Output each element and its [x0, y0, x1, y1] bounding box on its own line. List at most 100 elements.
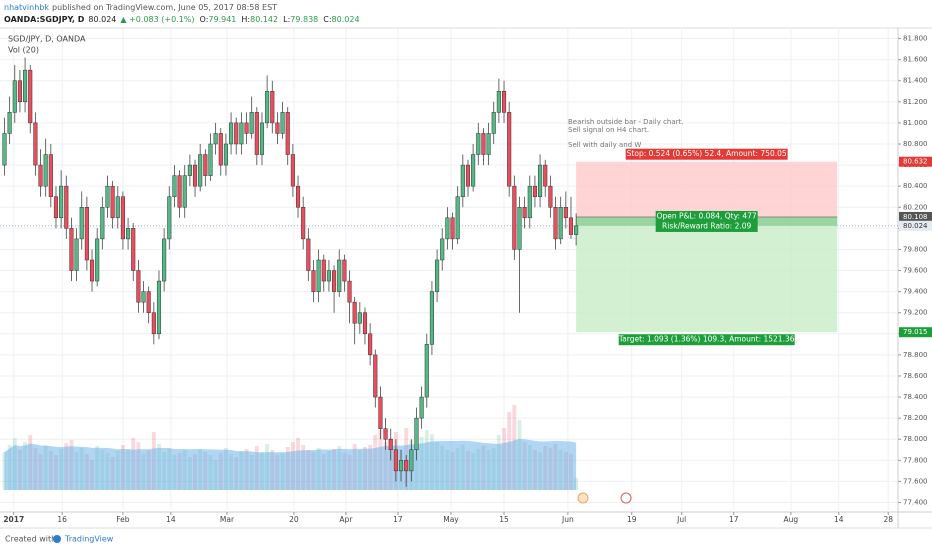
candle-body: [249, 112, 254, 134]
candle-body: [120, 196, 125, 240]
x-tick-label: 19: [627, 515, 637, 524]
candle-body: [481, 133, 486, 155]
candle-body: [563, 207, 568, 219]
candle-body: [574, 225, 579, 235]
y-tick-label: 78.000: [903, 435, 928, 443]
candle-body: [12, 80, 17, 113]
candle-body: [239, 122, 244, 145]
candle-body: [538, 164, 543, 197]
change: ▲ +0.083 (+0.1%): [120, 15, 194, 24]
y-tick-label: 80.400: [903, 182, 928, 190]
candle-body: [316, 259, 321, 292]
event-icon[interactable]: [577, 492, 589, 504]
target-label-box: [618, 334, 795, 346]
price-tag: [899, 156, 932, 167]
candle-body: [223, 143, 228, 166]
candle-body: [558, 207, 563, 240]
y-tick-label: 79.400: [903, 288, 928, 296]
candle-body: [265, 91, 270, 124]
candle-body: [460, 164, 465, 197]
candle-body: [208, 143, 213, 176]
price-tag-label: 80.632: [903, 158, 928, 166]
ohlc-value: 79.838: [290, 15, 318, 24]
y-tick-label: 78.400: [903, 393, 928, 401]
candle-body: [548, 185, 553, 208]
candle-body: [275, 122, 280, 134]
ohlc-value: 79.941: [208, 15, 236, 24]
candle-body: [306, 238, 311, 271]
candle-body: [131, 228, 136, 271]
candle-body: [342, 259, 347, 282]
stop-label-box: [625, 148, 788, 160]
x-tick-label: Apr: [339, 515, 353, 524]
price-tag-label: 79.015: [903, 328, 928, 336]
candle-body: [568, 217, 574, 235]
candle-body: [95, 238, 100, 282]
ratio-label: Risk/Reward Ratio: 2.09: [662, 221, 751, 230]
candle-body: [388, 438, 393, 451]
candle-body: [527, 185, 532, 219]
candle-body: [362, 312, 368, 335]
x-tick-label: 20: [289, 515, 299, 524]
candle-body: [198, 154, 203, 187]
y-tick-label: 78.600: [903, 372, 928, 380]
candle-body: [7, 112, 12, 134]
x-tick-label: 28: [883, 515, 893, 524]
event-icon[interactable]: [620, 492, 632, 504]
entry-label-box: [655, 210, 758, 232]
y-tick-label: 79.800: [903, 245, 928, 253]
footer-brand[interactable]: TradingView: [64, 535, 114, 544]
target-zone: [576, 216, 838, 333]
y-tick-label: 81.200: [903, 98, 928, 106]
y-tick-label: 80.200: [903, 203, 928, 211]
candle-body: [321, 259, 326, 282]
footer-created: Created with: [5, 535, 56, 544]
stop-zone: [576, 161, 838, 217]
y-tick-label: 77.600: [903, 477, 928, 485]
candle-body: [280, 112, 285, 134]
price-tag: [899, 327, 932, 338]
candle-body: [378, 396, 383, 429]
candle-body: [17, 80, 22, 103]
candle-body: [162, 238, 167, 282]
candle-body: [543, 164, 548, 187]
annotation: Sell signal on H4 chart.: [568, 126, 649, 134]
candle-body: [182, 175, 187, 208]
candle-body: [59, 185, 64, 219]
x-tick-label: 16: [57, 515, 67, 524]
candle-body: [48, 154, 53, 197]
candle-body: [414, 417, 419, 451]
ohlc-key: L:: [283, 15, 290, 24]
candle-body: [347, 280, 352, 303]
candle-body: [141, 291, 146, 303]
author[interactable]: nhatvinhbk: [4, 3, 49, 12]
candle-body: [43, 154, 48, 187]
candle-body: [244, 122, 249, 134]
candle-body: [285, 112, 290, 155]
candle-body: [455, 196, 460, 240]
candle-body: [409, 449, 414, 472]
candle-body: [553, 207, 558, 240]
candle-body: [203, 154, 208, 176]
candle-body: [301, 207, 306, 240]
candle-body: [404, 460, 409, 472]
candle-body: [368, 333, 373, 356]
candle-body: [110, 185, 115, 219]
candle-body: [136, 270, 141, 303]
candle-body: [429, 291, 434, 345]
candle-body: [476, 133, 481, 155]
candle-body: [471, 154, 476, 187]
volume-label: Vol (20): [8, 46, 39, 55]
candle-body: [259, 122, 265, 155]
candle-body: [352, 301, 357, 324]
logo: [53, 535, 61, 543]
candle-body: [440, 238, 445, 261]
candle-body: [172, 175, 177, 197]
candle-body: [89, 259, 95, 282]
x-tick-label: Mar: [220, 515, 235, 524]
ohlc-key: C:: [323, 15, 331, 24]
candle-body: [517, 207, 522, 250]
candle-body: [151, 312, 156, 335]
candle-body: [326, 270, 331, 282]
candle-body: [156, 280, 162, 335]
